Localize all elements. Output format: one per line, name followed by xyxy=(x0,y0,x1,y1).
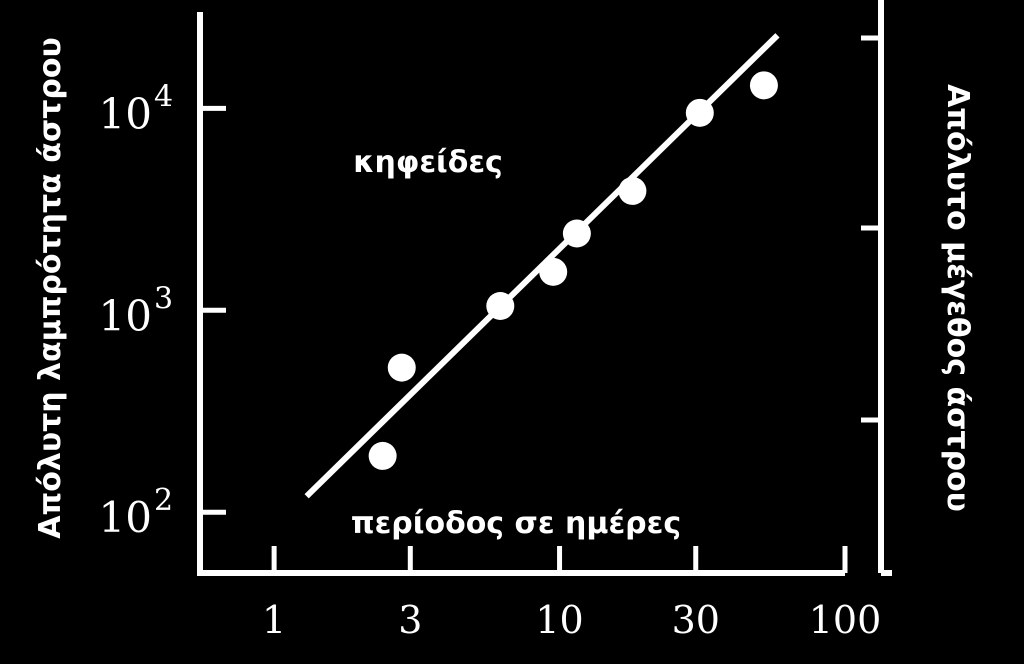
y-axis-title-left: Απόλυτη λαμπρότητα άστρου xyxy=(33,37,68,538)
data-point-2 xyxy=(387,353,416,382)
y-axis-title-right: Απόλυτο μέγεθος άστρου xyxy=(940,84,975,512)
y-tick-label-base: 10 xyxy=(99,493,152,542)
data-point-3 xyxy=(486,292,515,321)
data-point-8 xyxy=(749,71,778,100)
data-point-1 xyxy=(368,441,397,470)
right-axis-ticks xyxy=(861,35,881,423)
data-points xyxy=(368,71,778,470)
x-tick-label-1: 1 xyxy=(262,598,286,642)
data-point-4 xyxy=(539,257,568,286)
x-axis-title: περίοδος σε ημέρες xyxy=(351,506,681,541)
y-tick-label-base: 10 xyxy=(99,89,152,138)
y-tick-label-exponent: 3 xyxy=(154,281,173,316)
x-axis-ticks: 1 3 10 30 100 xyxy=(262,546,881,642)
data-point-7 xyxy=(685,98,714,127)
x-tick-label-10: 10 xyxy=(535,598,583,642)
y-tick-label-exponent: 4 xyxy=(154,79,173,114)
cepheids-annotation: κηφείδες xyxy=(353,145,503,180)
y-tick-label-exponent: 2 xyxy=(154,483,173,518)
y-tick-label-base: 10 xyxy=(99,291,152,340)
x-tick-label-3: 3 xyxy=(398,598,422,642)
x-tick-label-100: 100 xyxy=(809,598,882,642)
data-point-6 xyxy=(618,176,647,205)
data-point-5 xyxy=(562,219,591,248)
x-tick-label-30: 30 xyxy=(672,598,720,642)
